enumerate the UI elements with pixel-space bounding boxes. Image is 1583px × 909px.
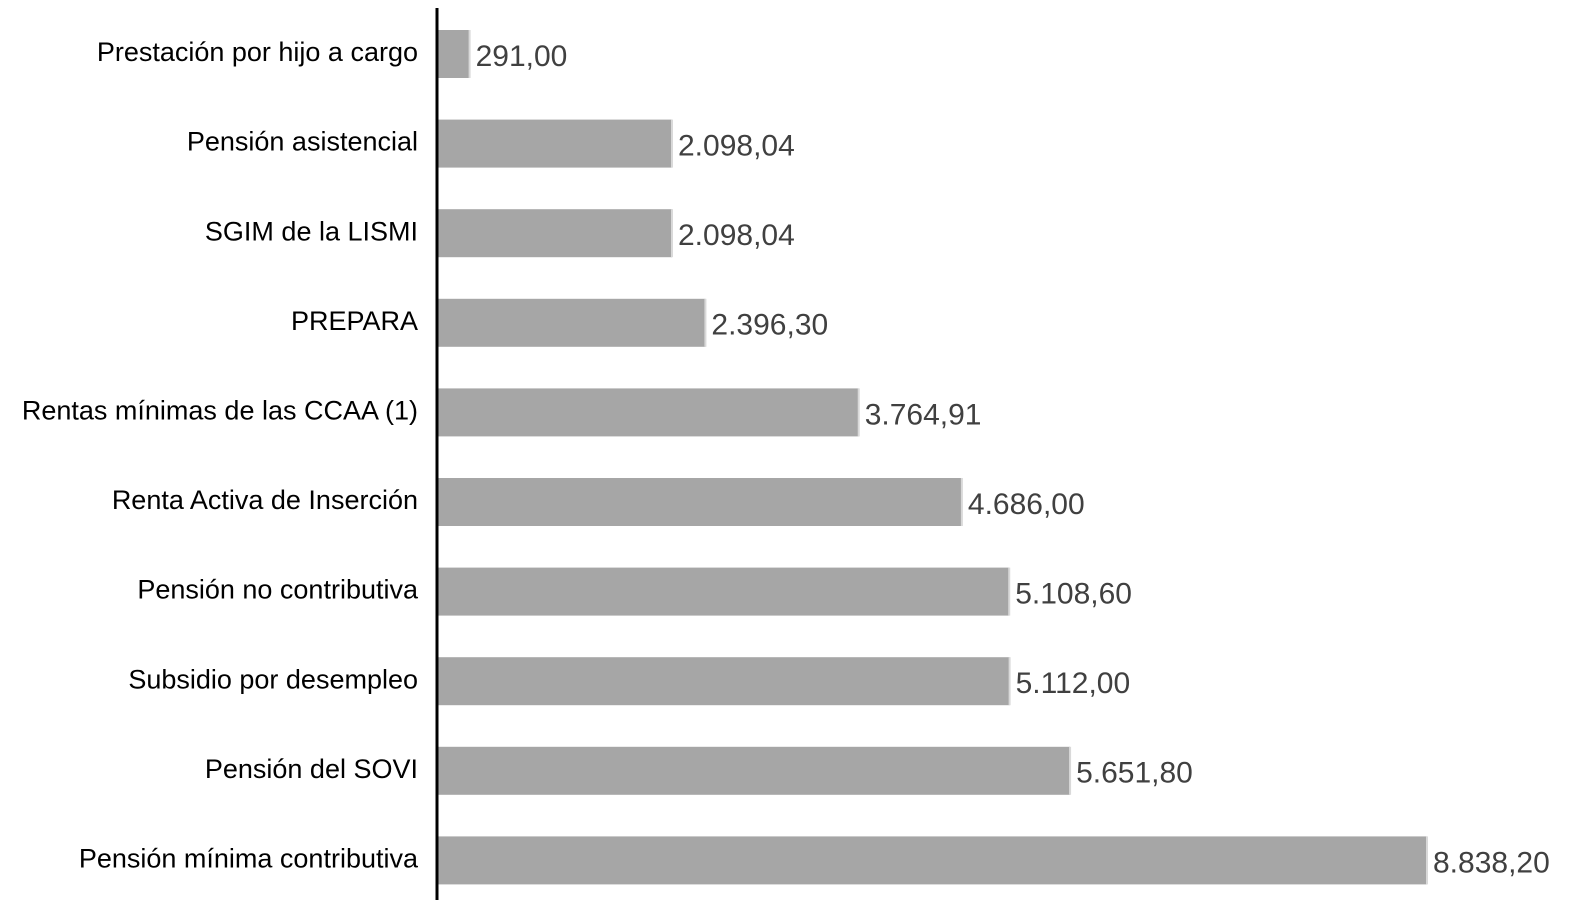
value-label: 5.651,80 — [1076, 757, 1193, 790]
category-label: PREPARA — [291, 306, 418, 336]
value-label: 2.396,30 — [711, 309, 828, 342]
category-label: SGIM de la LISMI — [205, 216, 418, 246]
value-label: 291,00 — [476, 40, 568, 73]
category-label: Renta Activa de Inserción — [112, 485, 418, 515]
bar — [437, 298, 706, 347]
category-label: Pensión asistencial — [187, 127, 418, 157]
category-label: Rentas mínimas de las CCAA (1) — [22, 396, 418, 426]
bar — [437, 119, 673, 168]
category-label: Subsidio por desempleo — [128, 664, 418, 694]
bars — [437, 30, 1428, 885]
value-label: 4.686,00 — [968, 488, 1085, 521]
bar — [437, 836, 1427, 885]
value-label: 2.098,04 — [678, 130, 795, 163]
category-label: Pensión mínima contributiva — [79, 844, 419, 874]
bar — [437, 567, 1010, 616]
bar — [437, 478, 962, 526]
bar — [437, 30, 470, 78]
value-label: 3.764,91 — [865, 398, 982, 431]
value-label: 5.112,00 — [1016, 667, 1131, 700]
value-label: 5.108,60 — [1015, 578, 1132, 611]
bar — [437, 657, 1010, 706]
bar — [437, 746, 1071, 795]
value-label: 8.838,20 — [1433, 846, 1550, 879]
bar — [437, 388, 859, 437]
category-label: Pensión del SOVI — [205, 754, 418, 784]
category-label: Pensión no contributiva — [137, 575, 419, 605]
bar — [437, 209, 673, 258]
category-label: Prestación por hijo a cargo — [97, 37, 418, 67]
value-label: 2.098,04 — [678, 219, 795, 252]
